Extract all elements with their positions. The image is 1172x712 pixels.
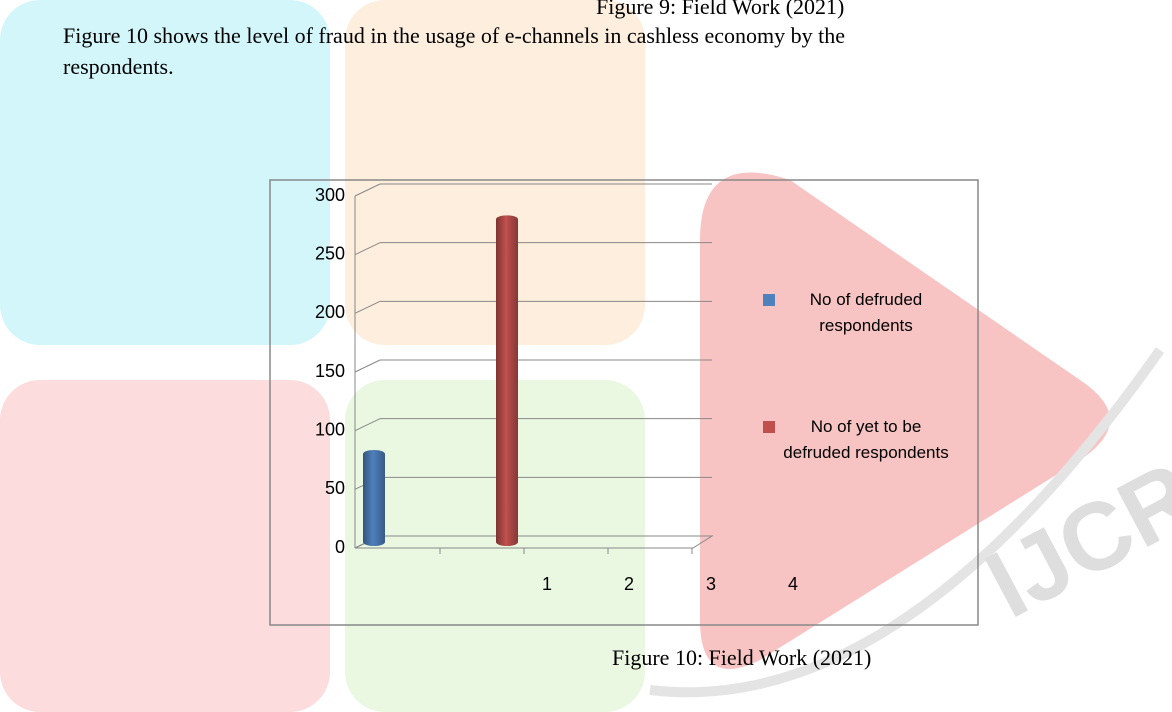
x-tick-label: 4 xyxy=(788,574,798,594)
grid-line xyxy=(355,243,380,255)
y-tick-label: 0 xyxy=(335,537,345,557)
legend-key xyxy=(763,421,775,433)
y-tick-label: 150 xyxy=(315,361,345,381)
y-tick-label: 300 xyxy=(315,185,345,205)
legend-key xyxy=(763,294,775,306)
y-tick-label: 200 xyxy=(315,302,345,322)
y-tick-label: 100 xyxy=(315,419,345,439)
grid-line xyxy=(355,360,380,372)
legend-label: No of yet to be defruded respondents xyxy=(781,414,951,466)
grid-line xyxy=(355,419,380,431)
caption: Figure 10: Field Work (2021) xyxy=(612,645,871,671)
page: {"previous_caption": "Figure 9: Field Wo… xyxy=(0,0,1172,712)
y-tick-label: 50 xyxy=(325,478,345,498)
bar xyxy=(496,215,518,546)
x-tick-label: 2 xyxy=(624,574,634,594)
grid-line xyxy=(355,301,380,313)
y-tick-label: 250 xyxy=(315,243,345,263)
floor xyxy=(355,536,712,548)
x-tick-label: 3 xyxy=(706,574,716,594)
grid-line xyxy=(355,184,380,196)
chart: 0 50 100 150 200 250 300 1 2 3 4 xyxy=(0,0,1172,712)
legend-label: No of defruded respondents xyxy=(781,287,951,339)
chart-frame xyxy=(270,180,978,625)
bar xyxy=(363,450,385,546)
x-tick-label: 1 xyxy=(542,574,552,594)
legend-item: No of defruded respondents xyxy=(763,287,951,339)
legend-item: No of yet to be defruded respondents xyxy=(763,414,951,466)
